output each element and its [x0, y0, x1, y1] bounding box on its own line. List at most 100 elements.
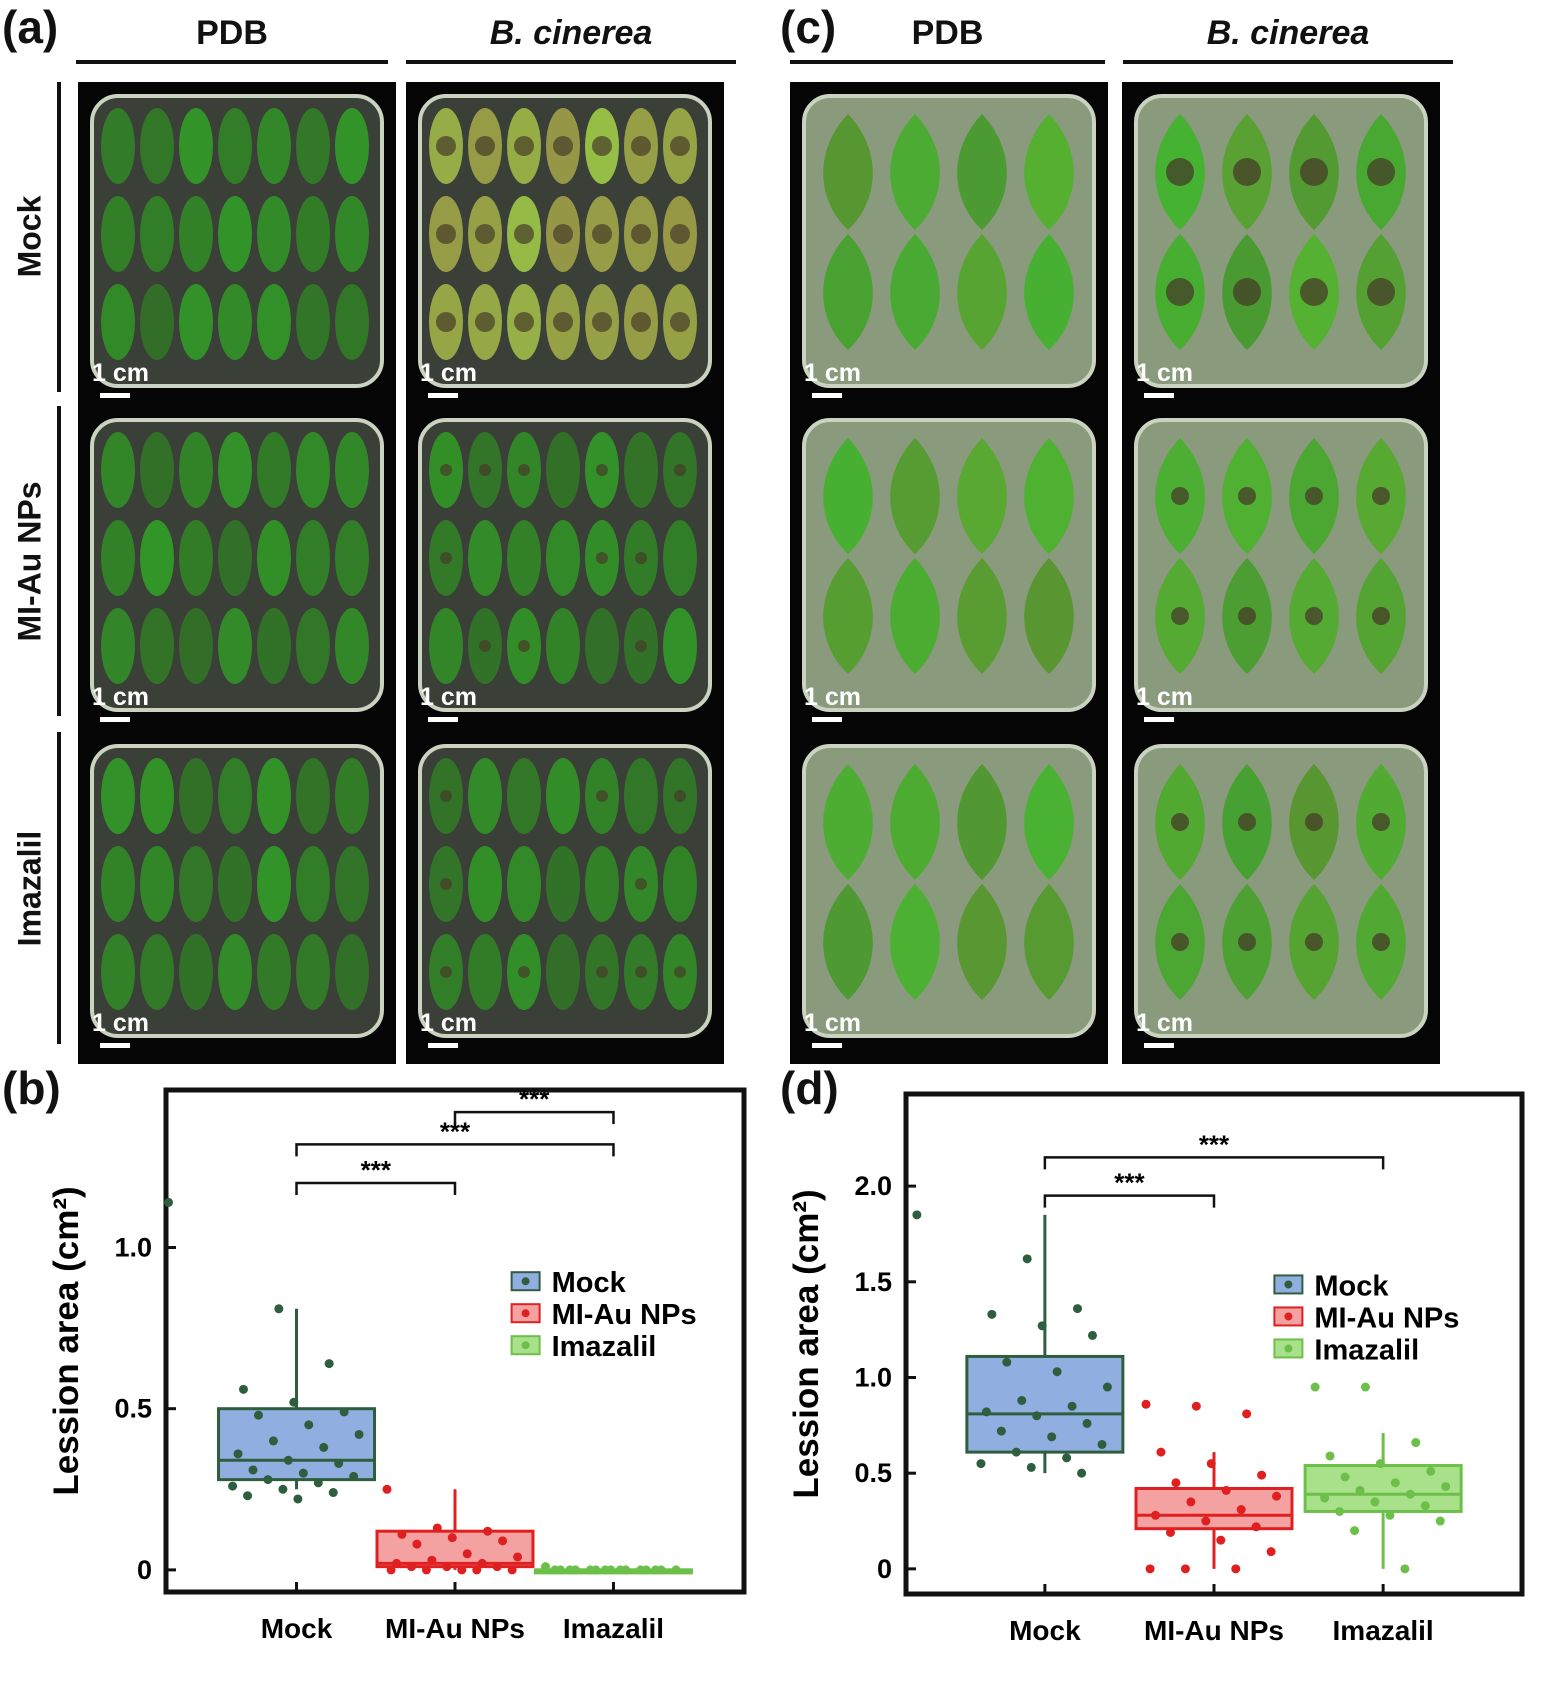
data-point — [1156, 1447, 1166, 1457]
lesion-spot — [1233, 158, 1261, 186]
data-point — [457, 1565, 467, 1575]
lesion-spot — [1166, 158, 1194, 186]
panel-label-d: (d) — [780, 1062, 839, 1114]
x-tick-label: Imazalil — [563, 1613, 664, 1644]
leaf — [296, 758, 330, 834]
data-point — [600, 1565, 610, 1575]
leaf — [335, 108, 369, 184]
significance-label: *** — [1199, 1129, 1230, 1159]
significance-label: *** — [361, 1155, 392, 1185]
petri-dish — [1134, 744, 1428, 1038]
leaf — [663, 608, 697, 684]
leaf — [546, 608, 580, 684]
leaf — [218, 196, 252, 272]
y-tick-label: 1.0 — [854, 1362, 892, 1392]
data-point — [1062, 1453, 1072, 1463]
lesion-spot — [635, 640, 647, 652]
leaf — [823, 114, 873, 230]
y-tick-label: 0.5 — [854, 1458, 892, 1488]
header-a-pdb: PDB — [196, 14, 268, 52]
lesion-spot — [1367, 278, 1395, 306]
data-point — [565, 1565, 575, 1575]
row-label-mi-au-nps: MI-Au NPs — [11, 481, 48, 642]
leaf — [218, 108, 252, 184]
leaf — [1024, 558, 1074, 674]
data-point — [1151, 1510, 1161, 1520]
data-point — [540, 1562, 550, 1572]
leaf — [507, 758, 541, 834]
data-point — [462, 1549, 472, 1559]
scale-label: 1 cm — [92, 1009, 149, 1037]
lesion-spot — [553, 224, 573, 244]
x-tick-label: MI-Au NPs — [1144, 1615, 1284, 1646]
lesion-spot — [1372, 487, 1390, 505]
lesion-spot — [1372, 607, 1390, 625]
significance-bracket — [295, 1143, 615, 1157]
leaf — [624, 432, 658, 508]
lesion-spot — [1300, 278, 1328, 306]
lesion-spot — [514, 312, 534, 332]
data-point — [1052, 1367, 1062, 1377]
legend-marker — [1284, 1280, 1293, 1289]
leaf — [257, 108, 291, 184]
leaf — [823, 558, 873, 674]
data-point — [238, 1384, 248, 1394]
data-point — [304, 1420, 314, 1430]
leaf — [179, 520, 213, 596]
x-tick-label: Mock — [261, 1613, 333, 1644]
header-c-bcinerea: B. cinerea — [1206, 14, 1370, 52]
lesion-spot — [674, 464, 686, 476]
lesion-spot — [631, 312, 651, 332]
leaf — [140, 846, 174, 922]
lesion-spot — [436, 312, 456, 332]
leaf — [890, 764, 940, 880]
leaf — [101, 608, 135, 684]
leaf — [957, 114, 1007, 230]
leaf — [101, 846, 135, 922]
header-underline — [76, 60, 388, 64]
leaf — [823, 438, 873, 554]
data-point — [386, 1565, 396, 1575]
data-point — [996, 1426, 1006, 1436]
petri-dish-image — [90, 744, 384, 1038]
lesion-spot — [514, 136, 534, 156]
lesion-spot — [1305, 933, 1323, 951]
data-point — [1082, 1418, 1092, 1428]
legend-label: MI-Au NPs — [1314, 1302, 1459, 1334]
panel-label-c: (c) — [780, 1, 837, 53]
legend-marker — [521, 1309, 530, 1318]
leaf — [585, 846, 619, 922]
significance-bracket — [1043, 1156, 1385, 1170]
leaf-photo-mock-bcinerea: 1 cm — [1122, 82, 1440, 414]
petri-dish-image — [90, 418, 384, 712]
lesion-spot — [440, 966, 452, 978]
petri-dish-image — [1134, 418, 1428, 712]
data-point — [498, 1536, 508, 1546]
leaf — [823, 234, 873, 350]
petri-dish-image — [1134, 94, 1428, 388]
leaf — [335, 846, 369, 922]
data-point — [1011, 1447, 1021, 1457]
petri-dish-image — [802, 744, 1096, 1038]
data-point — [233, 1449, 243, 1459]
leaf — [890, 234, 940, 350]
scale-bar — [100, 1043, 130, 1048]
leaf — [218, 758, 252, 834]
leaf — [179, 846, 213, 922]
data-point — [1037, 1321, 1047, 1331]
y-axis-label: Lession area (cm²) — [47, 1186, 86, 1495]
lesion-spot — [479, 640, 491, 652]
scale-label: 1 cm — [420, 359, 477, 387]
lesion-spot — [596, 790, 608, 802]
legend-marker — [521, 1341, 530, 1350]
scale-bar — [812, 717, 842, 722]
legend-marker — [1284, 1344, 1293, 1353]
leaf — [296, 284, 330, 360]
data-point — [1370, 1497, 1380, 1507]
data-point — [1385, 1510, 1395, 1520]
petri-dish — [1134, 94, 1428, 388]
leaf — [296, 520, 330, 596]
lesion-spot — [1238, 933, 1256, 951]
leaf — [101, 934, 135, 1010]
